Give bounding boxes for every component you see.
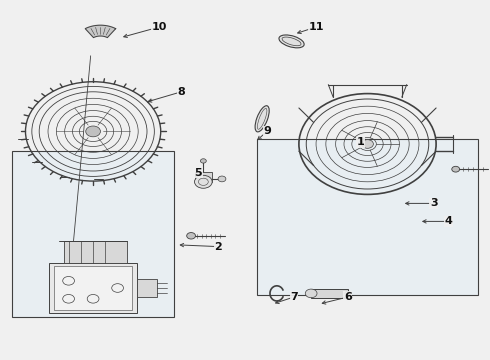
Circle shape (195, 175, 212, 188)
Bar (311, 289, 348, 298)
Text: 5: 5 (195, 168, 202, 178)
Circle shape (187, 233, 196, 239)
Text: 10: 10 (151, 22, 167, 32)
Text: 9: 9 (263, 126, 271, 136)
Text: 2: 2 (214, 242, 222, 252)
Circle shape (218, 176, 226, 182)
Circle shape (86, 126, 100, 137)
Text: 4: 4 (444, 216, 452, 226)
Text: 8: 8 (177, 87, 185, 97)
Circle shape (305, 289, 317, 298)
Text: 11: 11 (308, 22, 324, 32)
Text: 3: 3 (430, 198, 438, 208)
Bar (137, 279, 157, 297)
Bar (64, 241, 127, 263)
Circle shape (362, 140, 373, 148)
Text: 1: 1 (356, 137, 364, 147)
Circle shape (452, 166, 460, 172)
Polygon shape (85, 25, 116, 37)
Bar (49, 263, 137, 313)
Ellipse shape (279, 35, 304, 48)
Bar (257, 139, 478, 295)
Bar (12, 151, 174, 317)
Text: 7: 7 (290, 292, 298, 302)
Bar (54, 266, 132, 310)
Text: 6: 6 (344, 292, 352, 302)
Bar (195, 172, 212, 182)
Ellipse shape (255, 106, 269, 132)
Circle shape (200, 159, 206, 163)
